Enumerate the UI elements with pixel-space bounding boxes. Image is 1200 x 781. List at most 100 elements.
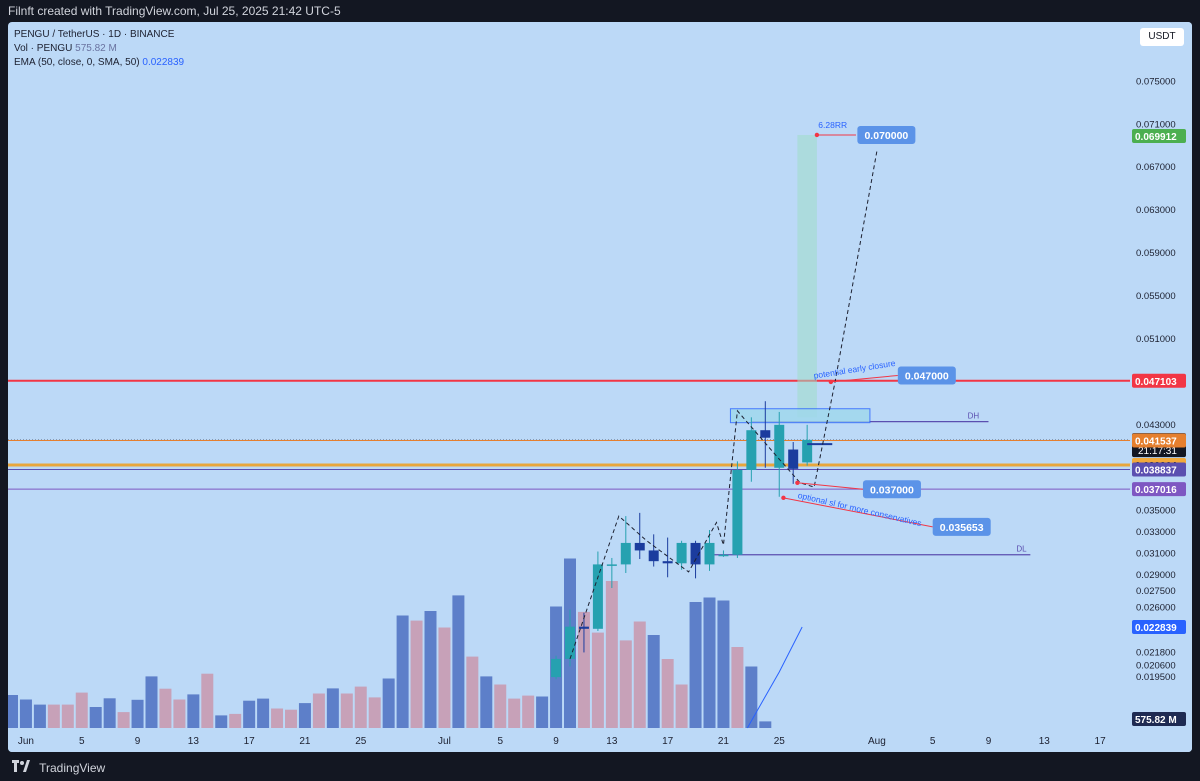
candle-body (578, 626, 589, 629)
volume-bar (508, 698, 521, 728)
volume-bar (480, 676, 493, 728)
price-chart[interactable]: 0.075000 0.071000 0.067000 0.063000 0.059000… (8, 22, 1192, 752)
early-exit-price-label-bg[interactable] (897, 366, 956, 385)
candle-body (746, 430, 757, 470)
volume-bar (89, 707, 102, 728)
x-tick-label: Jun (18, 736, 34, 747)
candle-body (690, 542, 701, 565)
x-tick-label: 21 (299, 736, 311, 747)
axis-price-tag-text: 575.82 M (1135, 715, 1177, 726)
axis-price-tag-text: 0.022839 (1135, 623, 1177, 634)
volume-label: Vol · PENGU (14, 43, 73, 54)
volume-bar (759, 721, 772, 728)
candle-body (551, 658, 562, 678)
chart-frame[interactable]: 0.075000 0.071000 0.067000 0.063000 0.059000… (8, 22, 1192, 752)
volume-bar (522, 695, 535, 728)
volume-bar (466, 656, 479, 728)
candle-body (802, 439, 813, 463)
volume-bar (424, 611, 437, 728)
axis-price-tag (1132, 373, 1186, 388)
y-tick-label: 0.031000 (1136, 549, 1176, 560)
early-exit-connector (830, 374, 898, 383)
axis-price-tag-text: 0.069912 (1135, 132, 1177, 143)
volume-bar (689, 602, 702, 728)
target-zone (797, 134, 817, 418)
currency-button[interactable]: USDT (1140, 28, 1184, 46)
candle-body (648, 550, 659, 562)
attribution-text: Filnft created with TradingView.com, Jul… (8, 4, 341, 18)
volume-bar (131, 699, 144, 728)
x-tick-label: Aug (868, 736, 886, 747)
optional-sl-price-label: 0.035653 (940, 522, 984, 534)
tradingview-logo-icon (12, 756, 30, 781)
ema-legend: EMA (50, close, 0, SMA, 50) 0.022839 (14, 56, 184, 70)
y-tick-label: 0.027500 (1136, 586, 1176, 597)
early-exit-dot (828, 379, 834, 385)
stop-dot (795, 480, 800, 486)
early-exit-price-label: 0.047000 (905, 370, 949, 382)
volume-bar (591, 632, 604, 728)
y-tick-label: 0.020600 (1136, 660, 1176, 671)
axis-price-tag-text: 0.037016 (1135, 485, 1177, 496)
volume-bar (605, 581, 618, 728)
axis-price-tag (1132, 620, 1186, 634)
target-price-label-bg[interactable] (857, 125, 916, 144)
y-tick-label: 0.019500 (1136, 672, 1176, 683)
y-tick-label: 0.029000 (1136, 570, 1176, 581)
volume-bar (33, 704, 46, 728)
symbol-line: PENGU / TetherUS · 1D · BINANCE (14, 29, 175, 40)
x-tick-label: 17 (1095, 736, 1107, 747)
volume-bar (675, 684, 688, 728)
volume-bar (396, 615, 409, 728)
x-tick-label: 9 (986, 736, 992, 747)
candle-body (620, 542, 631, 565)
volume-bar (703, 597, 716, 728)
candle-body (592, 564, 603, 629)
x-tick-label: 13 (188, 736, 200, 747)
x-tick-label: 13 (606, 736, 618, 747)
axis-price-tag-text: 0.047103 (1135, 377, 1177, 388)
y-tick-label: 0.026000 (1136, 602, 1176, 613)
y-tick-label: 0.055000 (1136, 291, 1176, 302)
x-tick-label: 9 (553, 736, 559, 747)
volume-bar (661, 659, 674, 728)
y-tick-label: 0.075000 (1136, 76, 1176, 87)
time-axis[interactable] (8, 730, 1192, 752)
x-tick-label: 5 (930, 736, 936, 747)
dh-label: DH (968, 412, 980, 421)
x-tick-label: 17 (244, 736, 256, 747)
volume-bar (410, 620, 423, 728)
volume-bar (633, 621, 646, 728)
volume-bar (452, 595, 465, 728)
optional-sl-dot (781, 495, 786, 501)
volume-bar (619, 640, 632, 728)
x-tick-label: 25 (355, 736, 367, 747)
candle-body (565, 626, 575, 659)
axis-price-tag (1132, 712, 1186, 726)
volume-bar (229, 713, 242, 728)
volume-ema-line (746, 626, 803, 729)
ema-label: EMA (50, close, 0, SMA, 50) (14, 57, 140, 68)
chart-legend: PENGU / TetherUS · 1D · BINANCE Vol · PE… (14, 28, 184, 70)
y-tick-label: 0.059000 (1136, 248, 1176, 259)
volume-bar (8, 695, 18, 728)
candle-body (760, 430, 771, 438)
axis-price-tag-text: 0.041537 (1135, 437, 1177, 448)
volume-bar (494, 684, 507, 728)
x-tick-label: 5 (497, 736, 503, 747)
volume-bar (577, 611, 590, 728)
axis-price-tag (1132, 128, 1186, 143)
volume-bar (438, 627, 451, 728)
attribution-bar: Filnft created with TradingView.com, Jul… (0, 0, 1200, 22)
stop-price-label-bg[interactable] (862, 480, 921, 499)
volume-legend: Vol · PENGU 575.82 M (14, 42, 184, 56)
target-dot (814, 132, 820, 138)
y-tick-label: 0.033000 (1136, 527, 1176, 538)
volume-bar (354, 686, 367, 728)
ema-value: 0.022839 (142, 57, 185, 68)
candle-body (662, 561, 673, 564)
countdown-text: 21:17:31 (1138, 446, 1177, 457)
optional-sl-price-label-bg[interactable] (932, 517, 991, 536)
volume-bar (243, 700, 256, 728)
volume-bar (326, 688, 339, 728)
